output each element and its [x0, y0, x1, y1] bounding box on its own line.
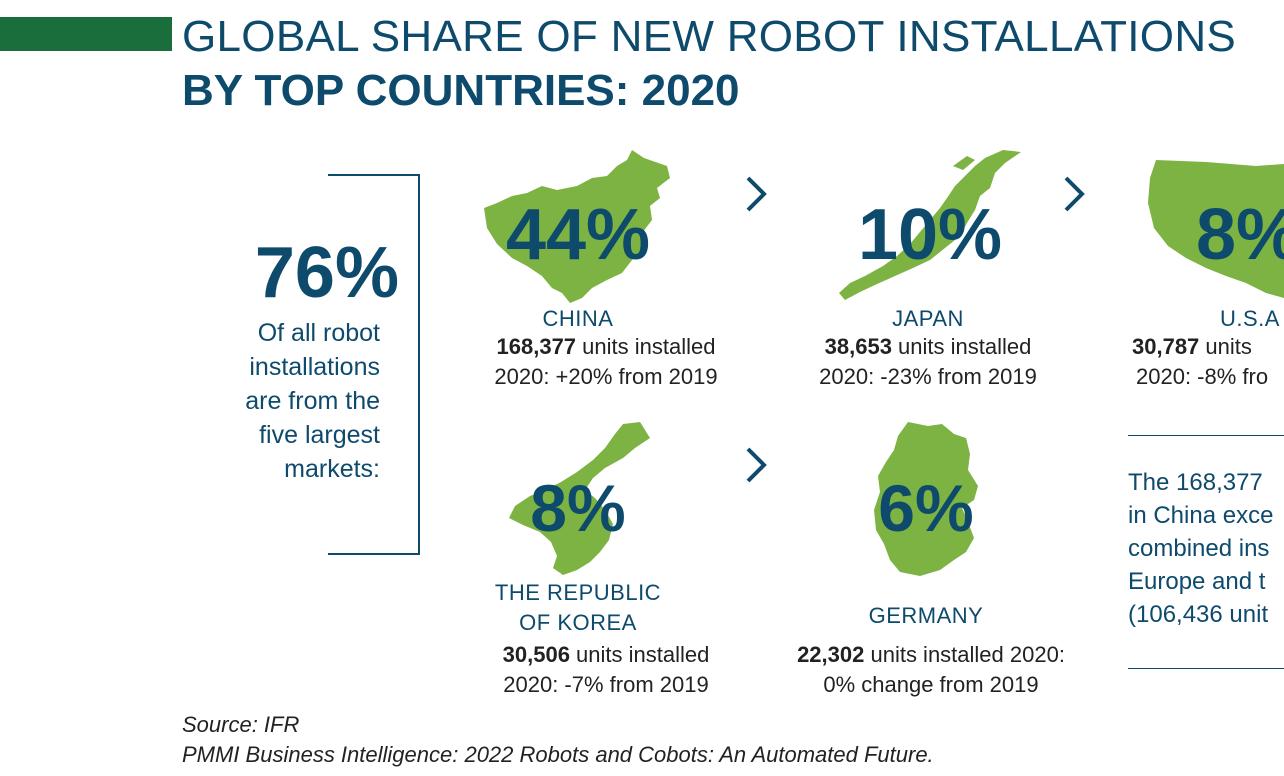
japan-units-count: 38,653 — [824, 334, 892, 359]
page-subtitle: BY TOP COUNTRIES: 2020 — [182, 66, 740, 115]
korea-label-line: OF KOREA — [519, 610, 637, 635]
china-units: 168,377 units installed 2020: +20% from … — [456, 332, 756, 392]
note-line: combined ins — [1128, 535, 1270, 562]
note-divider-top — [1128, 435, 1284, 436]
japan-map — [839, 150, 1021, 300]
usa-change: 2020: -8% fro — [1136, 364, 1269, 389]
usa-units: 30,787 units 2020: -8% fro — [1132, 332, 1268, 392]
germany-map — [874, 422, 978, 576]
korea-label-line: THE REPUBLIC — [494, 580, 662, 605]
japan-label: JAPAN — [892, 306, 964, 331]
korea-map — [509, 422, 650, 575]
japan-percent: 10% — [857, 195, 1003, 275]
china-label: CHINA — [542, 306, 614, 331]
summary-percent: 76% — [254, 233, 399, 313]
korea-change: 2020: -7% from 2019 — [503, 672, 709, 697]
china-units-count: 168,377 — [496, 334, 577, 359]
japan-change: 2020: -23% from 2019 — [819, 364, 1037, 389]
germany-change: 0% change from 2019 — [823, 672, 1039, 697]
note-line: The 168,377 — [1128, 469, 1263, 496]
china-change: 2020: +20% from 2019 — [494, 364, 718, 389]
korea-percent: 8% — [530, 471, 626, 545]
summary-line: markets: — [284, 455, 380, 483]
chevron-right-icon — [746, 176, 767, 212]
citation-text: PMMI Business Intelligence: 2022 Robots … — [182, 742, 934, 767]
summary-line: five largest — [259, 421, 380, 449]
usa-percent: 8% — [1196, 195, 1284, 275]
usa-units-suffix: units — [1199, 334, 1252, 359]
accent-bar — [0, 17, 172, 51]
germany-units: 22,302 units installed 2020: 0% change f… — [766, 640, 1096, 700]
japan-units: 38,653 units installed 2020: -23% from 2… — [778, 332, 1078, 392]
chevron-right-icon — [746, 447, 767, 483]
summary-line: installations — [249, 353, 380, 381]
note-text: The 168,377 in China exce combined ins E… — [1128, 466, 1284, 631]
chevron-right-icon — [1064, 176, 1085, 212]
usa-map — [1148, 160, 1284, 298]
korea-units: 30,506 units installed 2020: -7% from 20… — [456, 640, 756, 700]
korea-units-suffix: units installed — [569, 642, 710, 667]
usa-units-count: 30,787 — [1132, 334, 1200, 359]
note-line: Europe and t — [1128, 568, 1266, 595]
japan-units-suffix: units installed — [891, 334, 1032, 359]
summary-bracket — [328, 174, 420, 555]
source-text: Source: IFR — [182, 712, 300, 737]
korea-label: THE REPUBLIC OF KOREA — [438, 578, 718, 638]
korea-units-count: 30,506 — [502, 642, 570, 667]
note-divider-bottom — [1128, 668, 1284, 669]
summary-line: Of all robot — [257, 319, 380, 347]
summary-text: Of all robot installations are from the … — [180, 316, 380, 486]
germany-percent: 6% — [878, 471, 974, 545]
page-title: GLOBAL SHARE OF NEW ROBOT INSTALLATIONS — [182, 12, 1237, 61]
china-percent: 44% — [505, 195, 651, 275]
usa-label: U.S.A — [1220, 306, 1280, 331]
germany-label: GERMANY — [868, 603, 984, 628]
summary-line: are from the — [245, 387, 380, 415]
china-map — [484, 150, 670, 303]
germany-units-count: 22,302 — [797, 642, 865, 667]
china-units-suffix: units installed — [576, 334, 716, 359]
note-line: in China exce — [1128, 502, 1274, 529]
germany-units-suffix: units installed 2020: — [864, 642, 1065, 667]
note-line: (106,436 unit — [1128, 601, 1269, 628]
